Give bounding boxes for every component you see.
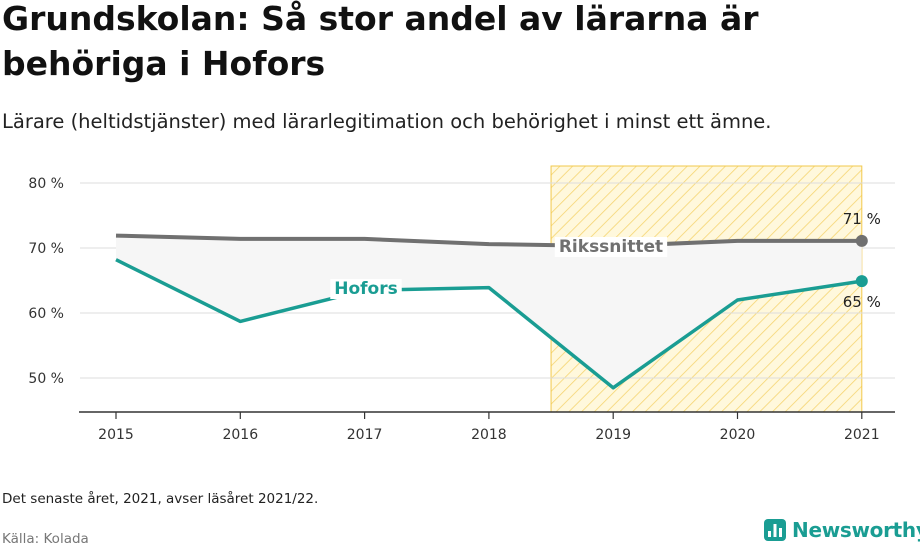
hofors-series-label-group: Hofors	[330, 279, 402, 299]
x-tick-label: 2021	[844, 427, 880, 443]
chart-subtitle: Lärare (heltidstjänster) med lärarlegiti…	[2, 110, 772, 133]
hofors-end-label: 65 %	[843, 293, 881, 311]
riksnittet-end-label: 71 %	[843, 210, 881, 228]
hofors-line	[115, 258, 863, 390]
hofors-series-label-background	[330, 279, 402, 299]
newsworthy-logo: Newsworthy	[764, 518, 920, 542]
brand-name: Newsworthy	[792, 518, 920, 542]
source-credit: Källa: Kolada	[2, 531, 89, 547]
y-tick-label: 50 %	[28, 371, 64, 387]
x-tick-label: 2015	[98, 427, 134, 443]
bar-chart-logo-icon	[764, 519, 786, 541]
hofors-end-point	[855, 275, 868, 288]
riksnittet-line	[115, 233, 862, 249]
chart-title: Grundskolan: Så stor andel av lärarna är…	[2, 0, 759, 83]
x-tick-label: 2016	[222, 427, 258, 443]
x-tick-label: 2018	[471, 427, 507, 443]
footnote: Det senaste året, 2021, avser läsåret 20…	[2, 491, 319, 507]
line-chart: 50 % 60 % 70 % 80 % 2015 2016 2017 2018 2019 2020…	[28, 165, 895, 443]
x-tick-label: 2017	[347, 427, 383, 443]
hofors-series-label: Hofors	[334, 279, 397, 299]
y-tick-label: 60 %	[28, 306, 64, 322]
x-tick-label: 2019	[595, 427, 631, 443]
y-tick-label: 70 %	[28, 241, 64, 257]
y-tick-label: 80 %	[28, 176, 64, 192]
gap-area	[116, 235, 862, 388]
riksnittet-series-label-group: Rikssnittet	[554, 237, 668, 257]
riksnittet-series-label-background	[554, 237, 668, 257]
riksnittet-series-label: Rikssnittet	[559, 237, 663, 257]
riksnittet-end-point	[855, 234, 868, 247]
x-tick-label: 2020	[720, 427, 756, 443]
